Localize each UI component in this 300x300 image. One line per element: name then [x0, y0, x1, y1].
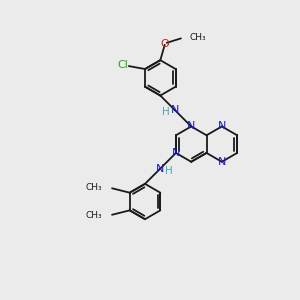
Text: Cl: Cl: [117, 61, 128, 70]
Text: N: N: [155, 164, 164, 174]
Text: CH₃: CH₃: [189, 33, 206, 42]
Text: H: H: [162, 107, 170, 117]
Text: H: H: [165, 166, 173, 176]
Text: O: O: [160, 39, 169, 49]
Text: N: N: [171, 105, 179, 115]
Text: N: N: [187, 122, 195, 131]
Text: N: N: [172, 148, 180, 158]
Text: N: N: [218, 122, 226, 131]
Text: CH₃: CH₃: [86, 211, 102, 220]
Text: CH₃: CH₃: [86, 183, 102, 192]
Text: N: N: [218, 157, 226, 167]
